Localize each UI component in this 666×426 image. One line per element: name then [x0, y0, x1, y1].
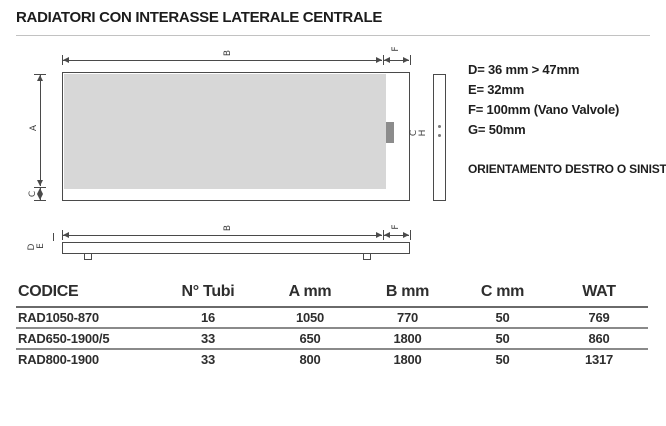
- dim-arrow-f-front: [384, 57, 409, 63]
- dim-label-b-bottom: B: [223, 224, 233, 232]
- cell-wat: 1317: [584, 352, 614, 367]
- cell-codice: RAD650-1900/5: [16, 328, 156, 350]
- cell-tubi: 16: [156, 307, 260, 329]
- dim-tick: [383, 55, 384, 65]
- cell-c: 50: [455, 328, 550, 350]
- col-header-a-mm: A mm: [260, 281, 360, 308]
- cell-b: 770: [360, 307, 455, 329]
- page-title: RADIATORI CON INTERASSE LATERALE CENTRAL…: [16, 9, 383, 26]
- mounting-tab-right: [363, 253, 371, 260]
- dim-arrow-a: [37, 75, 43, 186]
- table-row: RAD650-1900/5 33 650 1800 50 860: [16, 328, 648, 350]
- dim-label-f-bottom: F: [391, 224, 401, 230]
- cell-codice: RAD1050-870: [16, 307, 156, 329]
- cell-tubi: 33: [200, 352, 216, 367]
- valve-slot: [386, 122, 394, 143]
- dim-arrow-c: [37, 188, 43, 200]
- col-header-wat: WAT: [550, 281, 648, 308]
- dim-label-f-front: F: [391, 46, 401, 52]
- col-header-b-mm: B mm: [360, 281, 455, 308]
- spec-table: CODICE N° Tubi A mm B mm C mm WAT RAD105…: [16, 281, 648, 369]
- dim-tick: [410, 55, 411, 65]
- cell-a: 650: [260, 328, 360, 350]
- cell-a: 800: [299, 352, 321, 367]
- cell-codice: RAD800-1900: [18, 352, 99, 367]
- dim-tick: [62, 230, 63, 240]
- dim-label-a: A: [29, 124, 39, 132]
- dim-arrow-f-bottom: [384, 232, 409, 238]
- cell-b: 1800: [360, 328, 455, 350]
- table-row: RAD800-1900 33 800 1800 50 1317: [16, 349, 648, 369]
- connection-dot-bottom: [438, 134, 441, 137]
- legend-line-g: G= 50mm: [468, 122, 526, 137]
- dim-tick: [34, 74, 46, 75]
- legend-line-e: E= 32mm: [468, 82, 525, 97]
- dim-tick: [410, 230, 411, 240]
- legend-line-d: D= 36 mm > 47mm: [468, 62, 580, 77]
- cell-wat: 769: [550, 307, 648, 329]
- orientation-note: ORIENTAMENTO DESTRO O SINISTRO: [468, 162, 666, 176]
- dim-tick: [383, 230, 384, 240]
- cell-c: 50: [455, 307, 550, 329]
- cell-a: 1050: [260, 307, 360, 329]
- table-header-row: CODICE N° Tubi A mm B mm C mm WAT: [16, 281, 648, 308]
- dim-arrow-b-front: [63, 57, 382, 63]
- col-header-c-mm: C mm: [455, 281, 550, 308]
- dim-tick: [53, 233, 54, 241]
- connection-dot-top: [438, 125, 441, 128]
- dim-arrow-b-bottom: [63, 232, 382, 238]
- col-header-codice: CODICE: [16, 281, 156, 308]
- radiator-heating-plate: [64, 74, 386, 189]
- cell-wat: 860: [550, 328, 648, 350]
- radiator-bottom-outline: [62, 242, 410, 254]
- table-row: RAD1050-870 16 1050 770 50 769: [16, 307, 648, 329]
- dim-tick: [34, 187, 46, 188]
- col-header-tubi: N° Tubi: [156, 281, 260, 308]
- cell-b: 1800: [393, 352, 422, 367]
- dim-label-c: C: [28, 190, 38, 198]
- mounting-tab-left: [84, 253, 92, 260]
- legend-line-f: F= 100mm (Vano Valvole): [468, 102, 620, 117]
- cell-c: 50: [495, 352, 510, 367]
- dim-label-side-h: H: [418, 129, 428, 137]
- dim-label-e: E: [36, 243, 46, 249]
- dim-label-b-front: B: [223, 49, 233, 57]
- cell-tubi: 33: [156, 328, 260, 350]
- title-divider: [16, 35, 650, 36]
- dim-tick: [62, 55, 63, 65]
- radiator-side-outline: [433, 74, 446, 201]
- dim-tick: [34, 200, 46, 201]
